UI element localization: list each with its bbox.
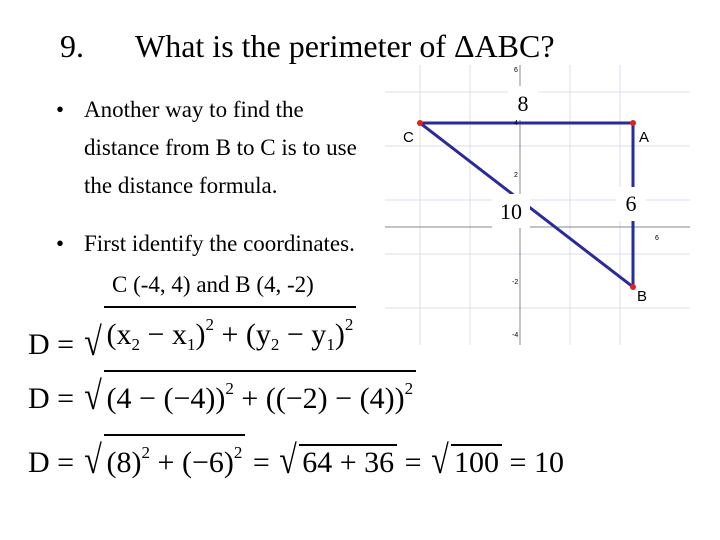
formula-text: + ((−2) − (4)) [233,382,405,415]
radical-sign: √ [279,437,298,482]
label-box [492,194,530,228]
formula-text: = [397,446,430,479]
label-c: C [403,129,414,146]
subscript: 2 [131,335,141,354]
formula-text: 100 [454,446,500,479]
bullet: • Another way to find the distance from B … [56,91,357,205]
label-a: A [639,129,649,146]
formula-text: D = [28,382,82,415]
bullet-marker: • [56,231,65,256]
formula-text: (4 − (−4)) [106,382,226,415]
formula-text: 64 + 36 [302,446,395,479]
subscript: 1 [186,335,196,354]
side-length: 10 [500,199,522,224]
radical: √ 64 + 36 [277,437,398,482]
bullet: • First identify the coordinates. [56,225,355,263]
exponent: 2 [225,379,234,398]
formula-text: − x [140,318,187,351]
y-tick: -2 [512,279,518,286]
side-length: 6 [626,191,637,216]
formula: D = √ (4 − (−4))2 + ((−2) − (4))2 [28,370,417,418]
bullet-marker: • [56,97,65,122]
formula-text: + (y [213,318,271,351]
y-tick: 4 [514,120,518,127]
radical: √ (8)2 + (−6)2 [82,434,246,480]
label-box [616,187,646,221]
formula-text: (8) [106,446,142,479]
point-a [630,120,636,126]
radical-sign: √ [431,437,449,482]
formula-text: = 10 [502,446,564,479]
radical-sign: √ [83,319,102,364]
radical-sign: √ [83,373,102,418]
formula-text: ) [334,318,345,351]
question-text: What is the perimeter of ΔABC? [135,28,555,64]
radicand: 100 [451,444,503,480]
formula-text: + (−6) [150,446,234,479]
radical: √ (x2 − x1)2 + (y2 − y1)2 [82,306,357,362]
y-tick: 6 [514,67,518,74]
formula: D = √ (x2 − x1)2 + (y2 − y1)2 [28,306,357,362]
subscript: 2 [270,335,280,354]
label-box [508,86,538,120]
formula-text: − y [279,318,327,351]
radicand: (4 − (−4))2 + ((−2) − (4))2 [103,370,417,416]
coordinates: C (-4, 4) and B (4, -2) [112,272,314,297]
bullet-line: First identify the coordinates. [84,231,355,256]
subscript: 1 [326,335,335,354]
point-b [630,284,636,290]
bullet-line: Another way to find the [84,97,304,122]
exponent: 2 [205,315,214,334]
formula: D = √ (8)2 + (−6)2 = √ 64 + 36 = √ 100 = 10 [28,434,564,480]
radical: √ 100 [429,437,503,482]
formula-text: (x [106,318,132,351]
point-c [417,120,423,126]
exponent: 2 [404,379,414,398]
bullet-line: distance from B to C is to use [84,135,357,160]
radicand: (x2 − x1)2 + (y2 − y1)2 [103,306,357,362]
exponent: 2 [344,315,354,334]
formula-text: ) [195,318,206,351]
formula-text: = [245,446,278,479]
side-length: 8 [518,91,529,116]
exponent: 2 [233,443,243,462]
y-tick: -4 [512,332,518,339]
radical-sign: √ [83,437,102,482]
radicand: (8)2 + (−6)2 [103,434,246,480]
x-tick: 6 [655,235,659,242]
radicand: 64 + 36 [299,444,398,480]
exponent: 2 [141,443,151,462]
formula-text: D = [28,328,82,361]
question-number: 9. [60,28,84,64]
label-b: B [637,288,647,305]
formula-text: D = [28,446,82,479]
radical: √ (4 − (−4))2 + ((−2) − (4))2 [82,370,417,418]
bullet-line: the distance formula. [84,173,278,198]
y-tick: 2 [514,172,518,179]
